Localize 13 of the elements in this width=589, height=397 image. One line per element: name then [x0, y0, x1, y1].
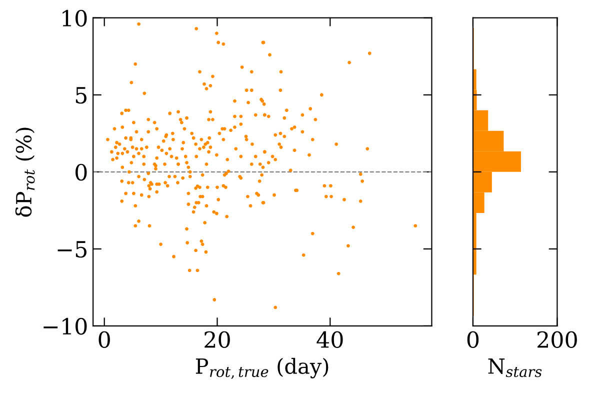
x-tick-label: 200: [537, 331, 577, 348]
x-tick-label: 0: [98, 331, 110, 348]
x-tick-label: 40: [316, 331, 343, 348]
x-tick-label: 0: [467, 331, 479, 348]
y-tick-label: −10: [44, 318, 87, 335]
y-tick-label: 5: [76, 87, 86, 104]
y-tick-label: 10: [62, 10, 87, 27]
y-tick-label: −5: [58, 241, 86, 258]
x-axis-title: N$_{stars}$: [488, 358, 542, 378]
y-axis-title: δP$_{rot}$ (%): [15, 128, 35, 217]
y-tick-label: 0: [76, 164, 87, 181]
x-tick-label: 20: [204, 331, 230, 348]
x-axis-title: P$_{rot,true}$ (day): [196, 358, 328, 379]
